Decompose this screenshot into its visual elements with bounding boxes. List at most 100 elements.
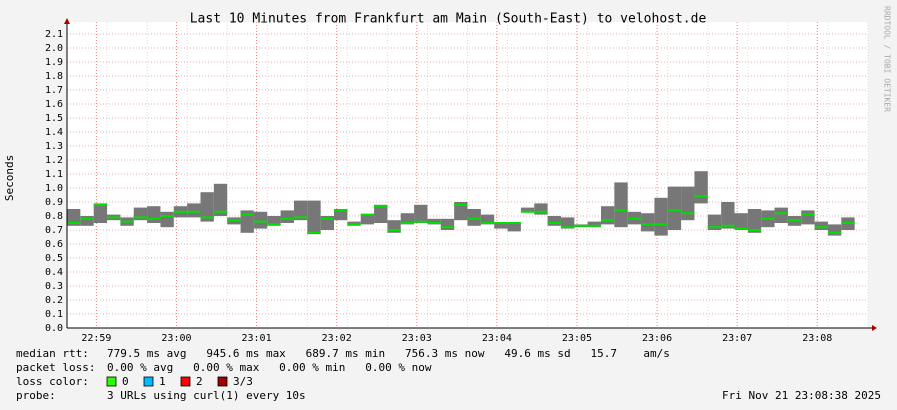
smoke-range (187, 203, 201, 218)
loss-legend-item: 0 (122, 375, 129, 388)
y-tick-label: 1.8 (45, 71, 63, 82)
loss-legend-label: loss color: (16, 375, 89, 388)
stat-text: 0.00 % avg 0.00 % max 0.00 % min 0.00 % … (107, 361, 432, 374)
smoke-range (267, 216, 281, 226)
x-tick-label: 23:07 (722, 333, 752, 344)
smoke-range (280, 210, 294, 223)
smoke-range (427, 218, 441, 225)
smoke-range (67, 209, 81, 226)
y-tick-label: 1.4 (45, 127, 63, 138)
stat-text: 779.5 ms avg 945.6 ms max 689.7 ms min 7… (107, 347, 670, 360)
side-text: RRDTOOL / TOBI OETIKER (883, 6, 892, 112)
y-tick-label: 0.7 (45, 225, 63, 236)
loss-legend-item: 2 (196, 375, 203, 388)
axis-arrow (872, 325, 877, 331)
smoke-range (520, 207, 535, 212)
y-tick-label: 1.1 (45, 169, 63, 180)
smoke-range (814, 221, 828, 230)
loss-legend-item: 1 (159, 375, 166, 388)
smoke-range (240, 210, 254, 233)
y-tick-label: 0.2 (45, 295, 63, 306)
x-tick-label: 23:04 (482, 333, 512, 344)
probe-text: 3 URLs using curl(1) every 10s (107, 389, 306, 402)
smoke-range (681, 186, 695, 221)
smoke-range (654, 197, 668, 236)
smoke-range (601, 206, 615, 225)
smoke-range (467, 209, 481, 226)
y-tick-label: 0.5 (45, 253, 63, 264)
chart-title: Last 10 Minutes from Frankfurt am Main (… (190, 12, 707, 27)
smoke-range (80, 216, 94, 226)
smoke-range (160, 211, 174, 228)
smoke-range (307, 200, 321, 235)
smoke-range (253, 211, 268, 229)
probe-label: probe: (16, 389, 56, 402)
y-tick-label: 0.4 (45, 267, 63, 278)
y-tick-label: 0.9 (45, 197, 63, 208)
stat-label: median rtt: (16, 347, 89, 360)
y-tick-label: 0.8 (45, 211, 63, 222)
smoke-range (213, 183, 228, 216)
smoke-range (747, 209, 762, 233)
smoke-range (721, 202, 735, 229)
y-tick-label: 1.7 (45, 85, 63, 96)
smoke-range (801, 210, 815, 225)
loss-swatch (143, 376, 154, 387)
smoke-range (494, 223, 508, 229)
y-axis-label: Seconds (3, 155, 16, 201)
x-tick-label: 23:05 (562, 333, 592, 344)
loss-legend-item: 3/3 (233, 375, 253, 388)
smoke-range (641, 213, 655, 232)
smoke-range (694, 171, 708, 204)
y-tick-label: 1.3 (45, 141, 63, 152)
smoke-range (400, 213, 415, 225)
smoke-range (360, 214, 375, 225)
smoke-range (667, 186, 682, 230)
y-tick-label: 1.2 (45, 155, 63, 166)
smoke-range (440, 218, 455, 230)
smoke-range (200, 192, 214, 222)
smoke-range (534, 203, 548, 215)
loss-swatch (106, 376, 117, 387)
smoke-range (454, 202, 468, 221)
y-tick-label: 0.6 (45, 239, 63, 250)
smoke-range (614, 182, 628, 228)
x-tick-label: 23:00 (161, 333, 191, 344)
smoke-range (147, 206, 161, 223)
smoke-range (93, 203, 108, 223)
x-tick-label: 23:08 (802, 333, 832, 344)
smoke-range (587, 221, 601, 228)
smoke-range (414, 204, 428, 223)
smoke-range (374, 204, 388, 223)
axis-arrow (64, 18, 70, 24)
x-tick-label: 23:02 (322, 333, 352, 344)
stat-label: packet loss: (16, 361, 95, 374)
smoke-range (827, 224, 842, 236)
smoke-range (774, 207, 788, 223)
smoke-range (560, 217, 575, 229)
y-tick-label: 0.3 (45, 281, 63, 292)
x-tick-label: 23:06 (642, 333, 672, 344)
y-tick-label: 1.5 (45, 113, 63, 124)
smoke-range (293, 200, 308, 221)
smoke-range (507, 223, 521, 232)
x-tick-label: 22:59 (81, 333, 111, 344)
x-tick-label: 23:03 (402, 333, 432, 344)
loss-swatch (180, 376, 191, 387)
smoke-range (547, 216, 561, 226)
smoke-range (707, 214, 722, 230)
y-tick-label: 0.0 (45, 323, 63, 334)
y-tick-label: 1.6 (45, 99, 63, 110)
y-tick-label: 2.0 (45, 43, 63, 54)
y-tick-label: 0.1 (45, 309, 63, 320)
x-tick-label: 23:01 (242, 333, 272, 344)
smoke-range (734, 213, 748, 230)
y-tick-label: 1.9 (45, 57, 63, 68)
timestamp: Fri Nov 21 23:08:38 2025 (722, 389, 881, 402)
y-tick-label: 2.1 (45, 29, 63, 40)
loss-swatch (217, 376, 228, 387)
smoke-range (480, 214, 495, 225)
y-tick-label: 1.0 (45, 183, 63, 194)
smoke-range (334, 209, 348, 221)
